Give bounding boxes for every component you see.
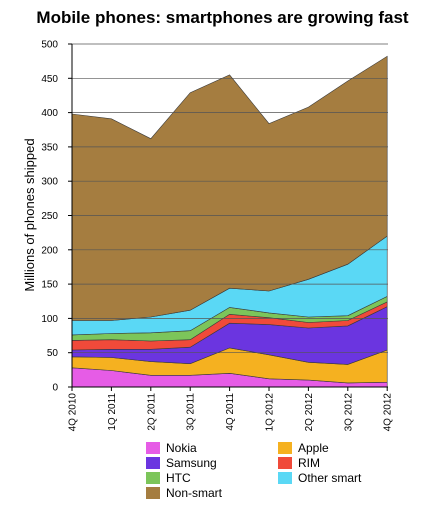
legend-swatch — [278, 457, 292, 469]
x-tick-label: 3Q 2011 — [186, 393, 197, 431]
legend-label: RIM — [298, 456, 320, 470]
legend-label: Non-smart — [166, 486, 223, 500]
y-tick-label: 50 — [47, 348, 59, 359]
y-tick-label: 200 — [41, 245, 58, 256]
legend-swatch — [146, 442, 160, 454]
y-tick-label: 100 — [41, 314, 58, 325]
x-tick-label: 4Q 2012 — [383, 393, 394, 432]
legend: Nokia Apple Samsung RIM HTC Other smart Non-sm… — [146, 441, 416, 501]
chart-title: Mobile phones: smartphones are growing f… — [36, 8, 409, 27]
legend-swatch — [146, 487, 160, 499]
y-tick-label: 300 — [41, 177, 58, 188]
legend-label: Samsung — [166, 456, 217, 470]
y-tick-label: 400 — [41, 108, 58, 119]
x-tick-label: 2Q 2011 — [146, 393, 157, 431]
x-tick-label: 1Q 2011 — [107, 393, 118, 431]
legend-label: HTC — [166, 471, 191, 485]
legend-label: Nokia — [166, 441, 197, 455]
y-tick-label: 500 — [41, 40, 58, 51]
x-tick-label: 4Q 2010 — [68, 393, 79, 432]
y-tick-label: 250 — [41, 211, 58, 222]
y-tick-label: 150 — [41, 280, 58, 291]
y-tick-label: 0 — [52, 383, 58, 394]
x-tick-label: 1Q 2012 — [265, 393, 276, 432]
y-tick-label: 450 — [41, 74, 58, 85]
legend-swatch — [278, 472, 292, 484]
legend-label: Other smart — [298, 471, 362, 485]
x-tick-label: 2Q 2012 — [304, 393, 315, 432]
x-tick-label: 3Q 2012 — [343, 393, 354, 432]
legend-label: Apple — [298, 441, 329, 455]
x-tick-label: 4Q 2011 — [225, 393, 236, 431]
y-axis-label: Millions of phones shipped — [22, 138, 37, 291]
y-tick-label: 350 — [41, 142, 58, 153]
legend-swatch — [278, 442, 292, 454]
legend-swatch — [146, 457, 160, 469]
legend-swatch — [146, 472, 160, 484]
area-non-smart — [71, 55, 388, 321]
